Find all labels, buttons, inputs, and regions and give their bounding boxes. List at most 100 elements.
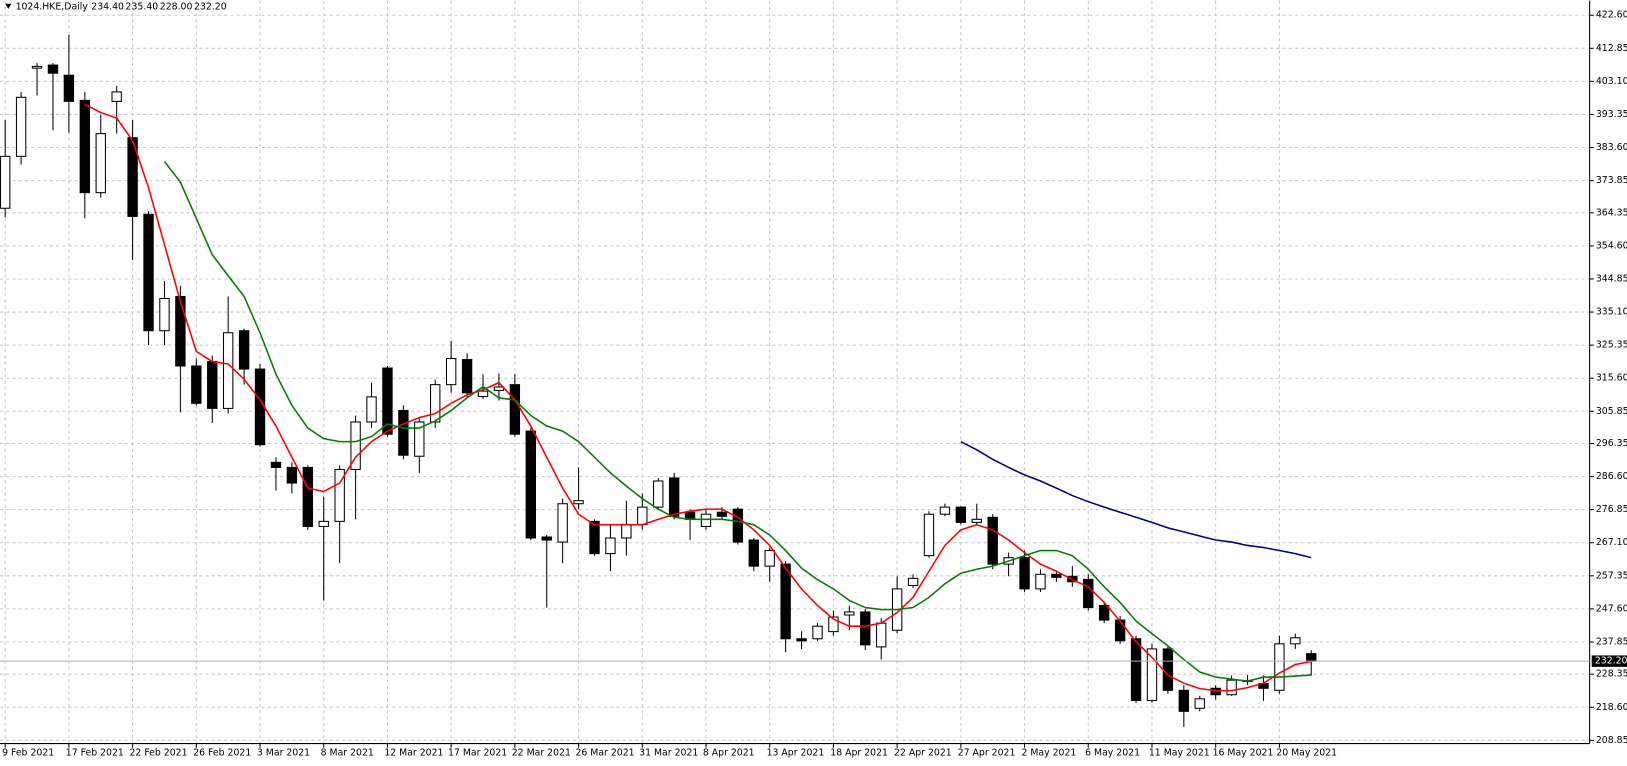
candle-body	[286, 466, 298, 484]
header-value: 228.00	[160, 1, 193, 12]
y-tick-label: 344.85	[1596, 273, 1627, 284]
y-tick-label: 305.85	[1596, 406, 1627, 417]
moving-average-line	[84, 103, 1312, 692]
x-tick-label: 26 Feb 2021	[193, 747, 251, 758]
x-tick-label: 17 Feb 2021	[66, 747, 124, 758]
moving-average-line	[960, 440, 1312, 559]
candle-body	[764, 550, 775, 567]
x-tick-label: 26 Mar 2021	[575, 747, 634, 758]
candle-body	[461, 359, 473, 394]
candle-body	[493, 386, 505, 391]
candle-body	[1083, 578, 1094, 609]
candle-body	[907, 577, 919, 587]
y-tick-label: 218.60	[1596, 702, 1627, 713]
candle-body	[637, 506, 648, 525]
candle-body	[414, 421, 425, 457]
candle-body	[812, 625, 823, 640]
y-tick-label: 383.60	[1596, 142, 1627, 153]
candle-body	[0, 155, 11, 209]
candle-body	[557, 503, 568, 543]
x-tick-label: 2 May 2021	[1021, 747, 1076, 758]
candle-body	[1146, 648, 1158, 702]
candle-body	[31, 65, 43, 69]
current-price-box	[1591, 655, 1627, 667]
candle-body	[95, 133, 106, 194]
candle-body	[430, 384, 441, 423]
candle-body	[971, 518, 982, 523]
y-tick-label: 373.85	[1596, 175, 1627, 186]
y-tick-label: 412.85	[1596, 43, 1627, 54]
x-tick-label: 6 May 2021	[1085, 747, 1140, 758]
candle-body	[700, 513, 712, 527]
x-tick-label: 12 Mar 2021	[384, 747, 443, 758]
x-tick-label: 3 Mar 2021	[257, 747, 310, 758]
candle-body	[923, 513, 935, 557]
candle-body	[748, 539, 759, 567]
candle-body	[1099, 604, 1110, 621]
candle-body	[350, 421, 361, 470]
y-tick-label: 422.60	[1596, 10, 1627, 21]
candle-body	[605, 537, 616, 555]
candle-body	[366, 396, 377, 423]
candle-body	[238, 330, 250, 370]
plot	[0, 34, 1317, 727]
candle-body	[382, 367, 393, 435]
candle-body	[302, 466, 314, 527]
x-tick-label: 18 Apr 2021	[830, 747, 888, 758]
candle-body	[1114, 619, 1126, 642]
candle-body	[159, 297, 170, 332]
y-tick-label: 354.60	[1596, 240, 1627, 251]
y-tick-label: 257.35	[1596, 570, 1627, 581]
x-tick-label: 22 Mar 2021	[512, 747, 571, 758]
candle-body	[175, 295, 186, 367]
candle-body	[1226, 679, 1237, 696]
y-tick-label: 335.10	[1596, 307, 1627, 318]
candle-body	[1130, 638, 1142, 702]
y-tick-label: 393.35	[1596, 109, 1627, 120]
y-tick-label: 325.35	[1596, 340, 1627, 351]
header-value: 234.40	[91, 1, 124, 12]
candle-body	[334, 468, 345, 522]
x-tick-label: 16 May 2021	[1213, 747, 1274, 758]
candle-body	[653, 480, 664, 508]
candle-body	[844, 611, 855, 616]
y-tick-label: 315.60	[1596, 373, 1627, 384]
grid	[0, 0, 1590, 744]
x-tick-label: 22 Feb 2021	[129, 747, 187, 758]
candle-body	[573, 500, 584, 505]
y-tick-label: 267.10	[1596, 537, 1627, 548]
candle-body	[955, 506, 967, 523]
candle-body	[716, 511, 728, 517]
candle-body	[207, 361, 218, 409]
candle-body	[1306, 653, 1317, 662]
candle-body	[445, 358, 457, 386]
candle-body	[1019, 557, 1030, 590]
candle-body	[1178, 689, 1190, 712]
x-tick-label: 8 Mar 2021	[321, 747, 374, 758]
x-tick-label: 17 Mar 2021	[448, 747, 507, 758]
candle-body	[541, 536, 552, 541]
candle-body	[477, 390, 489, 398]
x-tick-label: 11 May 2021	[1149, 747, 1210, 758]
candle-body	[79, 99, 91, 194]
candle-body	[222, 332, 234, 409]
y-tick-label: 296.35	[1596, 438, 1627, 449]
candle-body	[1162, 648, 1174, 691]
candle-body	[525, 430, 536, 539]
y-tick-label: 208.85	[1596, 735, 1627, 746]
y-tick-label: 237.85	[1596, 636, 1627, 647]
candle-body	[254, 368, 266, 446]
chart-title: 1024.HKE,Daily	[16, 1, 89, 12]
candle-body	[621, 523, 632, 539]
y-tick-label: 403.10	[1596, 76, 1627, 87]
candle-body	[270, 461, 282, 468]
candle-body	[1035, 573, 1046, 590]
candle-body	[939, 506, 951, 515]
x-tick-label: 22 Apr 2021	[894, 747, 952, 758]
candle-body	[987, 516, 998, 565]
candle-body	[732, 508, 744, 543]
y-tick-label: 286.60	[1596, 471, 1627, 482]
candle-body	[876, 622, 887, 648]
